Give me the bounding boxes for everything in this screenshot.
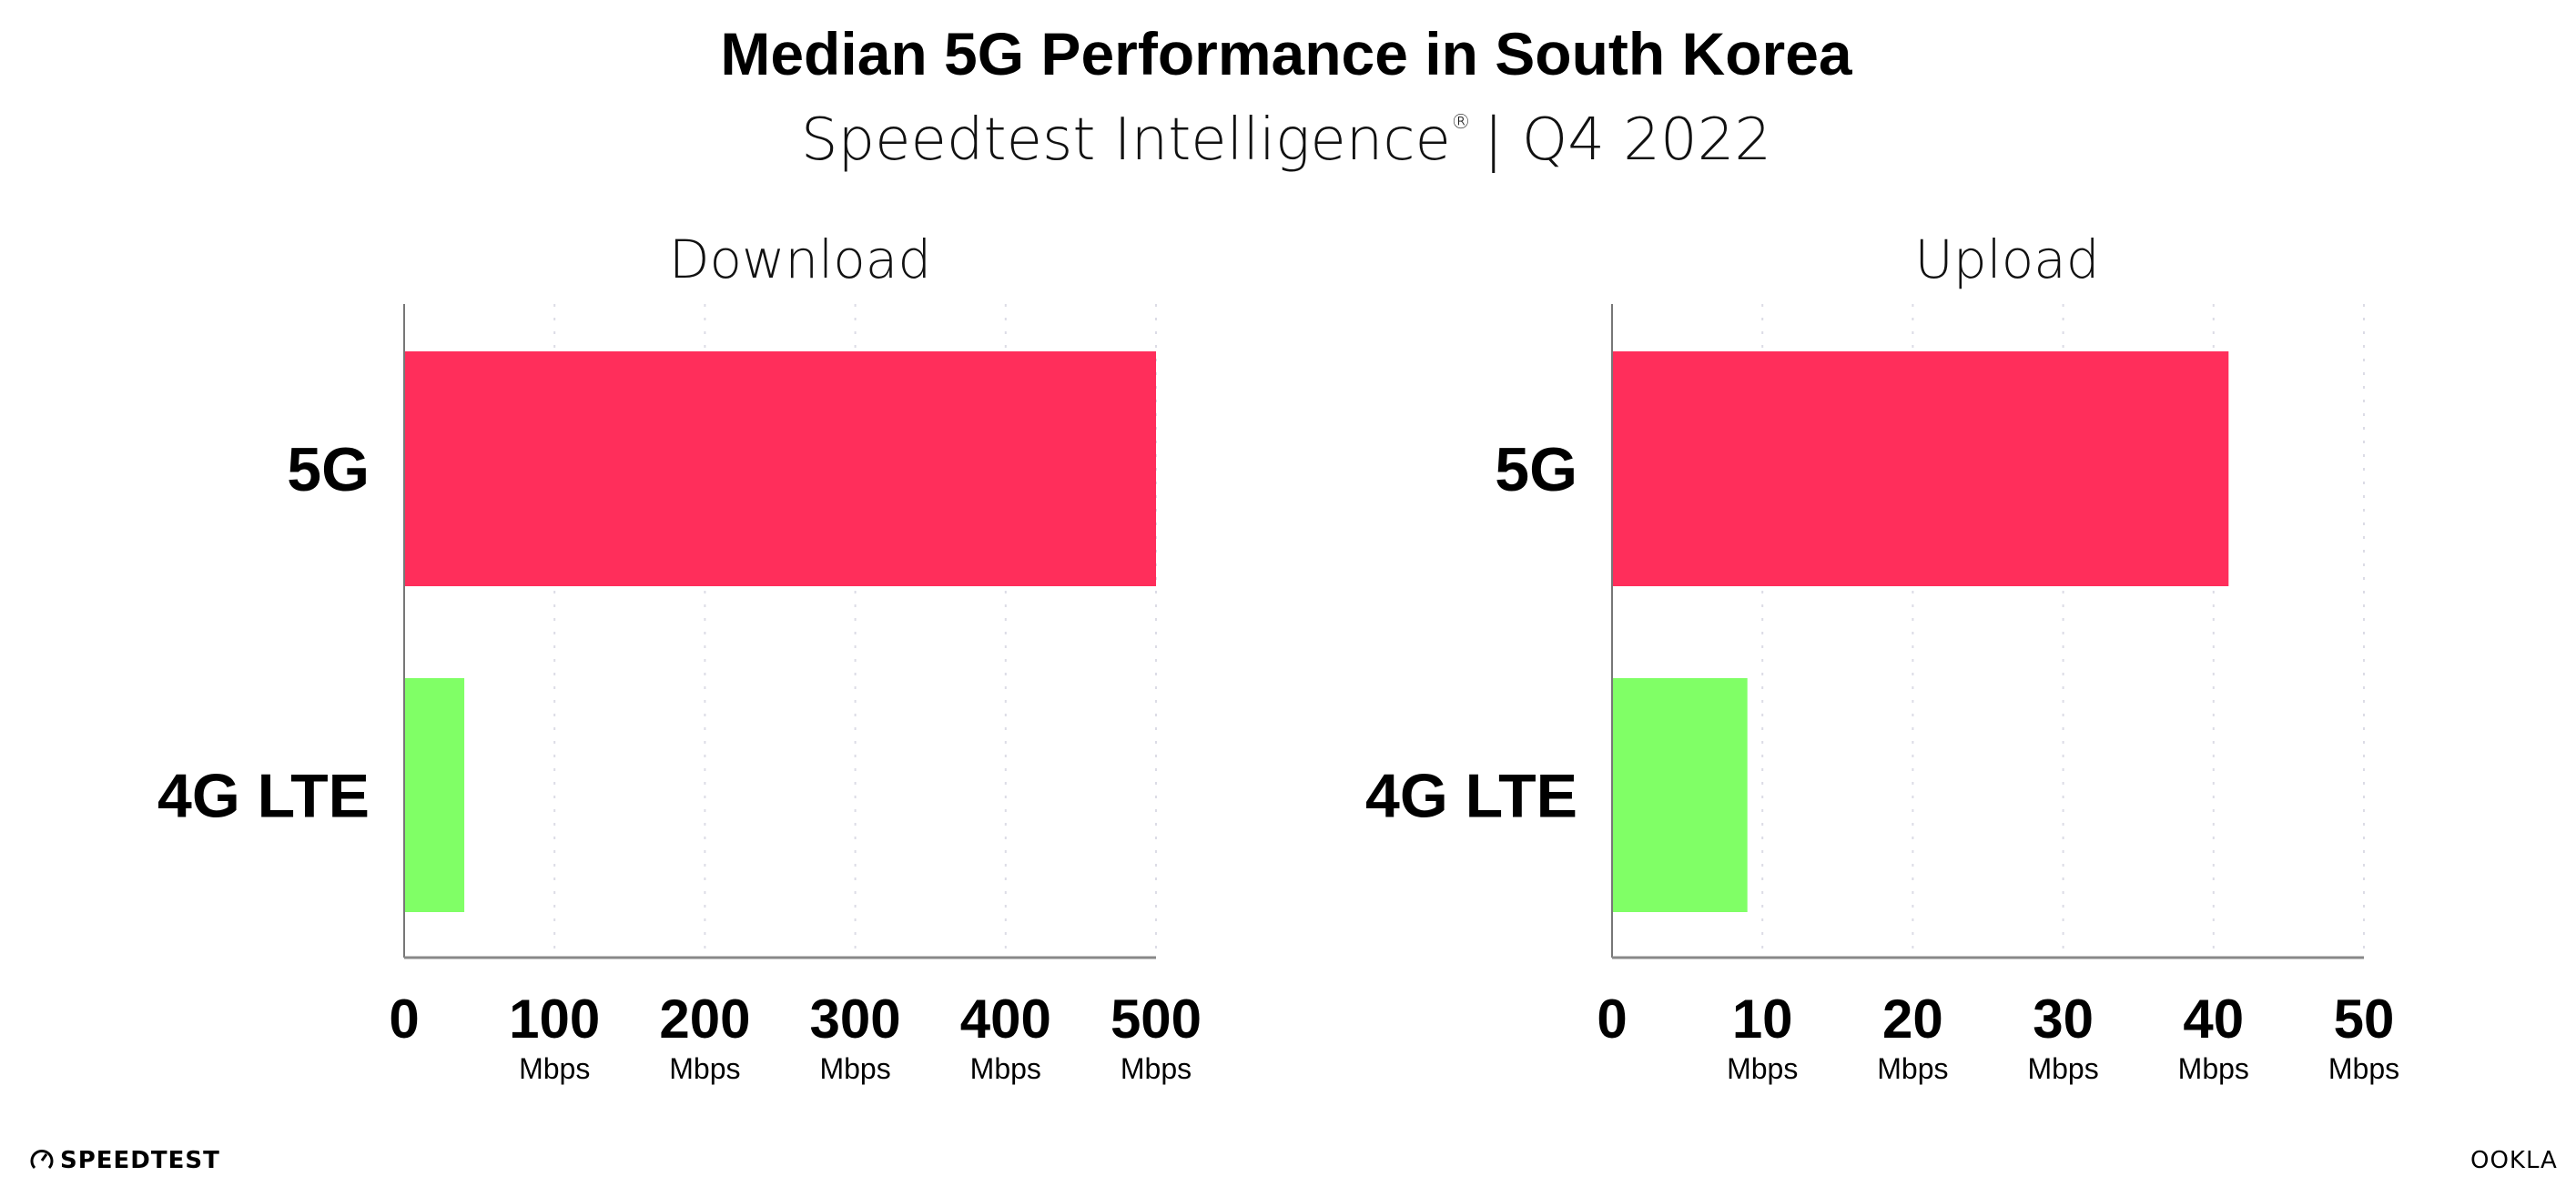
chart-title: Median 5G Performance in South Korea — [720, 20, 1853, 87]
tick-label: 50 — [2334, 989, 2395, 1050]
speedtest-logo: SPEEDTEST — [30, 1147, 220, 1174]
tick-unit: Mbps — [1121, 1052, 1192, 1085]
tick-unit: Mbps — [2178, 1052, 2249, 1085]
tick-label: 20 — [1882, 989, 1943, 1050]
speedtest-logo-text: SPEEDTEST — [60, 1147, 220, 1174]
tick-label: 100 — [509, 989, 600, 1050]
tick-unit: Mbps — [2027, 1052, 2098, 1085]
tick-unit: Mbps — [2328, 1052, 2399, 1085]
tick-unit: Mbps — [669, 1052, 740, 1085]
panel-title: Download — [669, 228, 931, 290]
bar-4g-lte — [1612, 678, 1748, 912]
tick-label: 400 — [960, 989, 1051, 1050]
tick-label: 40 — [2183, 989, 2244, 1050]
subtitle-period: | Q4 2022 — [1484, 107, 1771, 174]
ookla-logo: OOKLA — [2470, 1147, 2558, 1174]
tick-label: 0 — [1597, 989, 1627, 1050]
speedometer-icon — [30, 1150, 54, 1170]
registered-mark: ® — [1451, 111, 1471, 134]
tick-unit: Mbps — [519, 1052, 590, 1085]
panel-title: Upload — [1914, 228, 2099, 290]
bar-5g — [1612, 351, 2229, 586]
category-label: 4G LTE — [1365, 762, 1577, 831]
tick-label: 500 — [1111, 989, 1202, 1050]
tick-unit: Mbps — [819, 1052, 890, 1085]
tick-unit: Mbps — [1727, 1052, 1798, 1085]
tick-label: 200 — [659, 989, 750, 1050]
bar-4g-lte — [404, 678, 465, 912]
tick-unit: Mbps — [970, 1052, 1041, 1085]
category-label: 5G — [287, 435, 370, 504]
bar-5g — [404, 351, 1156, 586]
tick-label: 30 — [2033, 989, 2094, 1050]
tick-label: 10 — [1732, 989, 1793, 1050]
chart-subtitle: Speedtest Intelligence® | Q4 2022 — [801, 107, 1771, 174]
category-label: 5G — [1495, 435, 1577, 504]
tick-label: 300 — [810, 989, 901, 1050]
subtitle-source: Speedtest Intelligence — [801, 107, 1451, 174]
tick-unit: Mbps — [1877, 1052, 1948, 1085]
tick-label: 0 — [389, 989, 419, 1050]
category-label: 4G LTE — [157, 762, 370, 831]
